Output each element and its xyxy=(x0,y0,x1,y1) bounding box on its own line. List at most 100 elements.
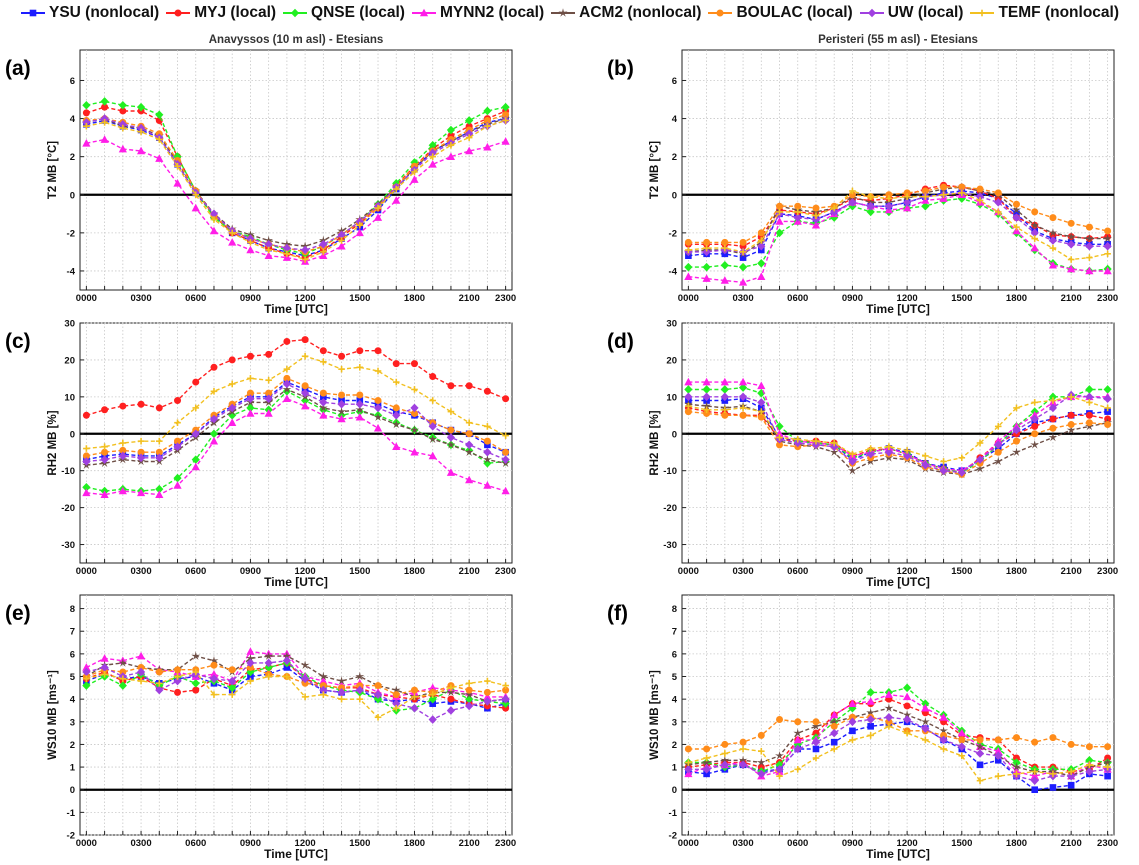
data-point xyxy=(1012,205,1021,214)
data-point xyxy=(975,464,985,473)
data-point xyxy=(465,419,473,426)
x-tick-label: 0900 xyxy=(240,838,261,849)
data-point xyxy=(82,118,91,127)
data-point xyxy=(301,679,309,687)
data-point xyxy=(1067,219,1075,227)
data-point xyxy=(502,448,510,456)
data-point xyxy=(1067,411,1075,419)
data-point xyxy=(319,676,328,685)
x-tick-label: 1200 xyxy=(295,293,316,304)
data-point xyxy=(174,688,182,696)
x-tick-label: 0000 xyxy=(678,293,699,304)
data-point xyxy=(1030,776,1039,785)
data-point xyxy=(884,690,893,698)
legend-label: YSU (nonlocal) xyxy=(48,4,160,21)
data-point xyxy=(209,429,219,439)
data-point xyxy=(264,658,273,668)
data-point xyxy=(793,728,803,737)
data-point xyxy=(282,379,291,389)
data-point xyxy=(119,675,127,683)
legend-item: TEMF (nonlocal) xyxy=(969,4,1119,22)
series xyxy=(684,183,1112,246)
data-point xyxy=(885,191,893,199)
data-point xyxy=(173,676,182,686)
data-point xyxy=(265,673,272,680)
data-point xyxy=(501,694,510,704)
x-tick-label: 0300 xyxy=(130,293,151,304)
y-tick-label: 0 xyxy=(70,785,75,796)
data-point xyxy=(684,385,693,394)
data-point xyxy=(429,700,437,707)
y-tick-label: 0 xyxy=(70,190,75,201)
data-point xyxy=(775,765,784,774)
data-point xyxy=(155,437,163,445)
data-point xyxy=(283,664,291,671)
data-point xyxy=(446,440,456,449)
data-point xyxy=(721,740,729,748)
data-point xyxy=(301,396,310,405)
data-point xyxy=(702,247,711,257)
series-line xyxy=(688,394,1108,474)
data-point xyxy=(428,159,437,168)
data-point xyxy=(994,423,1002,430)
data-point xyxy=(174,397,182,405)
x-tick-label: 2100 xyxy=(1061,838,1082,849)
x-tick-label: 0600 xyxy=(185,293,206,304)
data-point xyxy=(356,695,364,703)
data-point xyxy=(82,100,91,110)
data-point xyxy=(739,738,747,746)
x-tick-label: 2100 xyxy=(459,293,480,304)
data-point xyxy=(830,207,839,217)
data-point xyxy=(136,453,146,463)
data-point xyxy=(155,110,164,120)
data-point xyxy=(922,452,929,460)
x-tick-label: 0300 xyxy=(732,566,753,577)
data-point xyxy=(337,406,346,416)
data-point xyxy=(392,404,400,412)
y-tick-label: 3 xyxy=(70,717,75,728)
data-point xyxy=(246,658,255,668)
data-point xyxy=(993,456,1003,466)
data-point xyxy=(192,404,200,412)
data-point xyxy=(82,457,91,466)
data-point xyxy=(830,745,838,753)
x-tick-label: 2300 xyxy=(495,293,516,304)
data-point xyxy=(155,490,164,498)
x-axis-label: Time [UTC] xyxy=(264,575,328,589)
data-point xyxy=(410,175,419,183)
data-point xyxy=(922,193,929,200)
x-tick-label: 0300 xyxy=(130,838,151,849)
data-point xyxy=(119,107,127,115)
x-tick-label: 1500 xyxy=(951,838,972,849)
data-point xyxy=(1086,761,1093,769)
data-point xyxy=(811,220,821,229)
data-point xyxy=(794,718,802,726)
data-point xyxy=(502,704,510,712)
data-point xyxy=(903,692,912,701)
data-point xyxy=(338,352,346,360)
data-point xyxy=(884,712,893,722)
data-point xyxy=(830,722,838,730)
data-point xyxy=(119,668,127,676)
legend-item: QNSE (local) xyxy=(282,4,405,22)
data-point xyxy=(210,661,218,669)
y-tick-label: 4 xyxy=(70,695,76,706)
data-point xyxy=(922,736,929,744)
data-point xyxy=(83,675,90,683)
data-point xyxy=(82,452,90,460)
data-point xyxy=(1084,233,1094,243)
data-point xyxy=(192,378,200,386)
data-point xyxy=(100,490,109,498)
x-tick-label: 0600 xyxy=(787,293,808,304)
series xyxy=(685,393,1111,465)
data-point xyxy=(976,736,984,744)
legend-label: UW (local) xyxy=(887,4,964,21)
data-point xyxy=(338,237,345,244)
data-point xyxy=(776,716,784,724)
panel: -2 -1 0 1 2 3 4 5 6 7 8 0000 0300 0600 0900 1200 1500 180… xyxy=(5,594,516,861)
data-point xyxy=(703,406,710,414)
data-point xyxy=(738,392,748,402)
legend-swatch xyxy=(859,8,884,18)
data-point xyxy=(191,455,200,464)
